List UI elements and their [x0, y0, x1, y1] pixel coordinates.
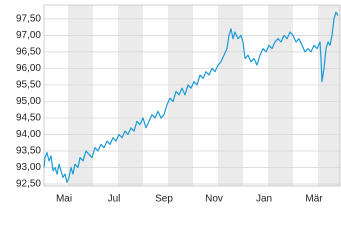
chart: Mai Jul Sep Nov Jan Mär 92,50 93,00 93,50 94,00 94… — [16, 4, 341, 205]
y-tick-label: 95,00 — [16, 96, 41, 107]
plot-frame — [43, 4, 341, 187]
band — [268, 5, 293, 186]
band — [168, 5, 193, 186]
x-tick-label: Jul — [108, 194, 121, 205]
x-tick-label: Mai — [56, 194, 72, 205]
y-tick-label: 95,50 — [16, 80, 41, 91]
y-tick-label: 93,00 — [16, 162, 41, 173]
x-tick-label: Nov — [205, 194, 223, 205]
x-tick-label: Mär — [305, 194, 323, 205]
y-tick-label: 96,00 — [16, 63, 41, 74]
y-tick-label: 96,50 — [16, 47, 41, 58]
y-tick-label: 93,50 — [16, 146, 41, 157]
x-tick-label: Jan — [256, 194, 272, 205]
y-tick-label: 97,00 — [16, 30, 41, 41]
band — [318, 5, 340, 186]
y-tick-label: 92,50 — [16, 179, 41, 190]
y-tick-label: 94,00 — [16, 129, 41, 140]
y-tick-label: 97,50 — [16, 14, 41, 25]
line — [43, 11, 339, 183]
x-tick-label: Sep — [155, 194, 173, 205]
band — [118, 5, 143, 186]
y-tick-label: 94,50 — [16, 113, 41, 124]
